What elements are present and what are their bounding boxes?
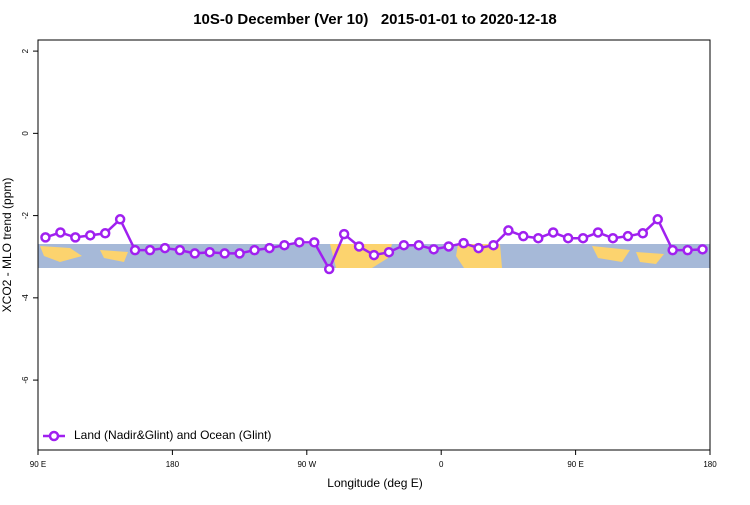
x-tick-label: 180	[703, 460, 717, 469]
data-point	[144, 244, 156, 256]
data-point	[323, 263, 335, 275]
data-point	[547, 227, 559, 238]
data-point	[85, 230, 96, 241]
data-point	[533, 232, 544, 244]
data-point	[279, 239, 290, 251]
data-point	[682, 244, 693, 256]
data-point	[249, 244, 260, 256]
data-point	[667, 244, 678, 256]
data-point	[652, 214, 663, 225]
data-point	[562, 232, 574, 244]
data-point	[383, 246, 395, 258]
data-point	[189, 248, 201, 259]
plot-frame	[37, 39, 711, 451]
data-point	[174, 244, 186, 256]
data-point	[204, 246, 215, 258]
chart-title: 10S-0 December (Ver 10) 2015-01-01 to 20…	[193, 11, 557, 28]
y-tick-label: 0	[21, 131, 30, 136]
data-point	[264, 242, 275, 254]
data-point	[473, 242, 484, 254]
x-axis-label: Longitude (deg E)	[327, 476, 422, 490]
data-point	[338, 228, 350, 240]
data-point	[219, 248, 230, 259]
y-tick-label: -4	[21, 294, 30, 302]
data-point	[40, 232, 51, 243]
data-point	[55, 227, 66, 238]
data-point	[637, 228, 649, 239]
legend-marker	[48, 430, 60, 442]
data-point	[622, 230, 634, 242]
data-point	[592, 227, 604, 238]
data-point	[577, 232, 589, 244]
y-tick-label: 2	[21, 48, 30, 53]
y-axis-label: XCO2 - MLO trend (ppm)	[0, 178, 14, 313]
data-point	[159, 242, 171, 254]
data-point	[129, 244, 141, 256]
map-strip	[38, 244, 710, 268]
data-point	[503, 225, 514, 236]
legend-label: Land (Nadir&Glint) and Ocean (Glint)	[74, 428, 271, 442]
data-point	[428, 244, 439, 255]
data-point	[488, 239, 499, 251]
data-point	[309, 237, 320, 248]
x-tick-label: 0	[439, 460, 444, 469]
data-point	[368, 249, 380, 261]
y-tick-label: -6	[21, 376, 30, 384]
data-point	[114, 214, 126, 225]
data-point	[99, 228, 111, 239]
data-point	[413, 239, 425, 251]
data-point	[607, 232, 619, 244]
x-tick-label: 90 E	[567, 460, 583, 469]
data-point	[697, 244, 708, 255]
x-tick-label: 180	[166, 460, 180, 469]
data-point	[70, 232, 81, 243]
data-point	[353, 241, 365, 252]
data-point	[294, 237, 305, 248]
data-point	[518, 230, 529, 242]
data-point	[234, 248, 245, 259]
data-point	[398, 239, 410, 251]
data-point	[443, 241, 454, 252]
x-tick-label: 90 W	[297, 460, 316, 469]
data-point	[458, 237, 469, 249]
y-tick-label: -2	[21, 211, 30, 219]
x-tick-label: 90 E	[30, 460, 46, 469]
